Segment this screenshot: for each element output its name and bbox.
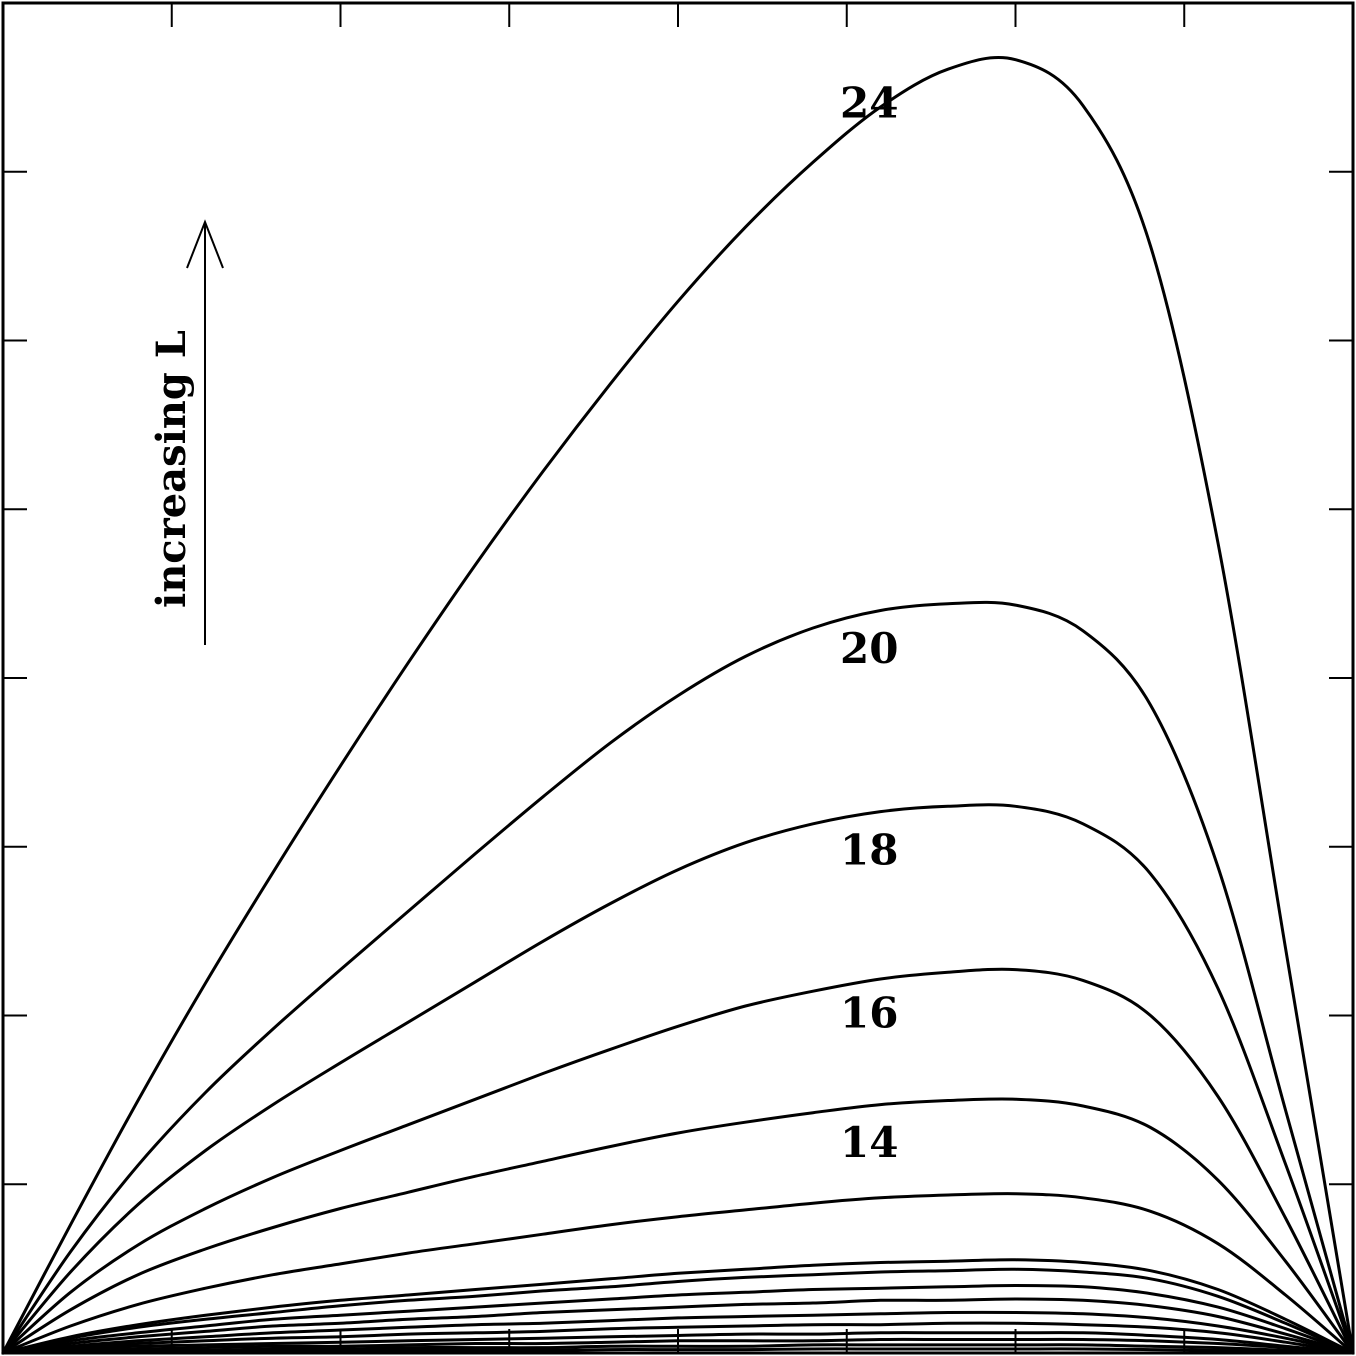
curve-series-8 [1,1284,1355,1355]
curve-series-13 [1,1337,1355,1355]
increasing-L-label: increasing L [148,330,195,608]
curve-24 [1,56,1355,1355]
curve-label-14: 14 [840,1118,898,1167]
curve-label-24: 24 [840,79,898,128]
curve-16 [1,967,1355,1355]
curve-series-11 [1,1321,1355,1355]
curve-14 [1,1097,1355,1355]
curve-label-20: 20 [840,624,898,673]
curve-series-6 [1,1258,1355,1355]
curve-label-16: 16 [840,989,898,1038]
increasing-L-annotation: increasing L [148,219,224,645]
curve-series-15 [1,1347,1355,1355]
curve-series-9 [1,1297,1355,1355]
curve-labels: 24 20 18 16 14 [840,79,898,1167]
curve-series-5 [1,1192,1355,1355]
arrowhead-icon [186,219,224,269]
curve-20 [1,600,1355,1355]
curves [1,56,1355,1355]
curve-series-10 [1,1310,1355,1355]
curve-label-18: 18 [840,825,898,874]
curve-series-12 [1,1331,1355,1355]
curve-18 [1,803,1355,1355]
curve-series-14 [1,1343,1355,1355]
curve-series-7 [1,1267,1355,1355]
